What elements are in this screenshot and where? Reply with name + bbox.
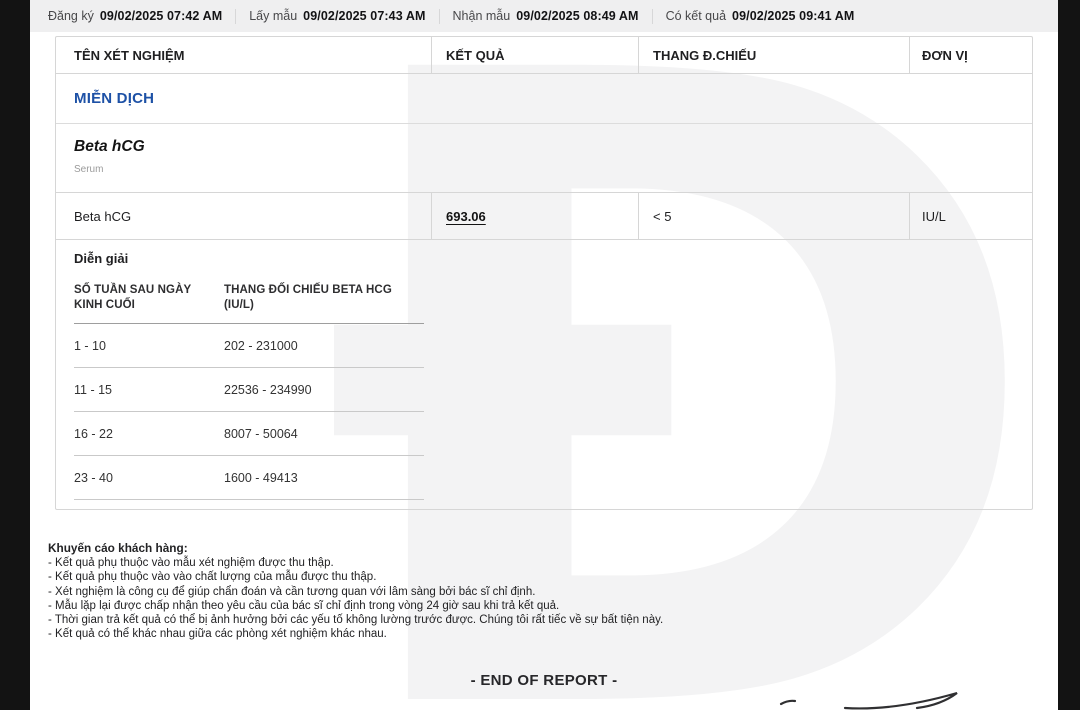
table-row: 11 - 15 22536 - 234990	[74, 368, 424, 412]
section-title: MIỄN DỊCH	[74, 90, 155, 107]
timestamp-value: 09/02/2025 07:43 AM	[303, 9, 426, 23]
table-row: 1 - 10 202 - 231000	[74, 324, 424, 368]
timestamp-label: Đăng ký	[48, 9, 94, 23]
specimen-type: Serum	[74, 164, 104, 175]
disclaimer-line: - Thời gian trả kết quả có thể bị ảnh hư…	[48, 614, 664, 627]
results-table: TÊN XÉT NGHIỆM KẾT QUẢ THANG Đ.CHIẾU ĐƠN…	[55, 36, 1033, 510]
reference-header-range: THANG ĐỐI CHIẾU BETA HCG (IU/L)	[224, 283, 424, 313]
divider	[235, 8, 237, 24]
range-cell: 202 - 231000	[224, 338, 298, 353]
timestamp-label: Có kết quả	[665, 9, 727, 23]
test-group-name: Beta hCG	[74, 138, 145, 155]
timestamp-registered: Đăng ký 09/02/2025 07:42 AM	[48, 9, 222, 23]
result-value-link[interactable]: 693.06	[446, 208, 486, 224]
reference-header-weeks-line1: SỐ TUẦN SAU NGÀY	[74, 284, 192, 296]
result-reference-range: < 5	[638, 193, 909, 239]
reference-table-header: SỐ TUẦN SAU NGÀY KINH CUỐI THANG ĐỐI CHI…	[74, 281, 424, 324]
report-page: Đ Đăng ký 09/02/2025 07:42 AM Lấy mẫu 09…	[30, 0, 1058, 710]
left-letterbox	[0, 0, 30, 710]
divider	[438, 8, 440, 24]
result-unit: IU/L	[909, 193, 1032, 239]
end-of-report: - END OF REPORT -	[470, 672, 618, 689]
timestamp-collected: Lấy mẫu 09/02/2025 07:43 AM	[249, 9, 425, 23]
interpretation-title: Diễn giải	[74, 251, 129, 266]
disclaimer: Khuyến cáo khách hàng: - Kết quả phụ thu…	[48, 541, 968, 641]
reference-header-weeks: SỐ TUẦN SAU NGÀY KINH CUỐI	[74, 283, 224, 313]
range-cell: 22536 - 234990	[224, 382, 312, 397]
range-cell: 8007 - 50064	[224, 426, 298, 441]
right-letterbox	[1058, 0, 1080, 710]
header-unit: ĐƠN VỊ	[909, 37, 1032, 73]
divider	[651, 8, 653, 24]
disclaimer-line: - Xét nghiệm là công cụ để giúp chẩn đoá…	[48, 585, 536, 598]
reference-header-range-line2: (IU/L)	[224, 299, 254, 311]
reference-header-weeks-line2: KINH CUỐI	[74, 299, 135, 311]
reference-table: SỐ TUẦN SAU NGÀY KINH CUỐI THANG ĐỐI CHI…	[74, 281, 424, 500]
reference-header-range-line1: THANG ĐỐI CHIẾU BETA HCG	[224, 284, 392, 296]
result-test-name: Beta hCG	[74, 208, 132, 224]
timestamp-received: Nhận mẫu 09/02/2025 08:49 AM	[453, 9, 639, 23]
result-row: Beta hCG 693.06 < 5 IU/L	[56, 192, 1032, 240]
disclaimer-line: - Kết quả phụ thuộc vào mẫu xét nghiệm đ…	[48, 557, 334, 570]
timestamps-bar: Đăng ký 09/02/2025 07:42 AM Lấy mẫu 09/0…	[30, 0, 1058, 32]
disclaimer-line: - Kết quả phụ thuộc vào vào chất lượng c…	[48, 571, 377, 584]
range-cell: 1600 - 49413	[224, 470, 298, 485]
table-row: 16 - 22 8007 - 50064	[74, 412, 424, 456]
weeks-cell: 1 - 10	[74, 338, 106, 353]
weeks-cell: 23 - 40	[74, 470, 113, 485]
header-result: KẾT QUẢ	[431, 37, 638, 73]
signature-stroke	[779, 691, 958, 710]
interpretation-block: Diễn giải SỐ TUẦN SAU NGÀY KINH CUỐI THA…	[56, 240, 1032, 500]
results-table-header: TÊN XÉT NGHIỆM KẾT QUẢ THANG Đ.CHIẾU ĐƠN…	[56, 37, 1032, 74]
header-reference-range: THANG Đ.CHIẾU	[638, 37, 909, 73]
timestamp-value: 09/02/2025 07:42 AM	[99, 9, 223, 23]
test-group: Beta hCG Serum	[56, 124, 1032, 192]
timestamp-resulted: Có kết quả 09/02/2025 09:41 AM	[666, 9, 855, 23]
timestamp-value: 09/02/2025 08:49 AM	[516, 9, 639, 23]
result-value-cell: 693.06	[431, 193, 638, 239]
timestamp-value: 09/02/2025 09:41 AM	[732, 9, 855, 23]
table-row: 23 - 40 1600 - 49413	[74, 456, 424, 500]
header-test-name: TÊN XÉT NGHIỆM	[74, 47, 185, 63]
lab-logo-watermark-icon: Đ	[320, 0, 1049, 710]
disclaimer-line: - Mẫu lặp lại được chấp nhận theo yêu cầ…	[48, 599, 560, 612]
disclaimer-title: Khuyến cáo khách hàng:	[48, 541, 188, 555]
timestamp-label: Lấy mẫu	[249, 9, 298, 23]
section-immunology: MIỄN DỊCH	[56, 74, 1032, 124]
timestamp-label: Nhận mẫu	[452, 9, 511, 23]
disclaimer-line: - Kết quả có thể khác nhau giữa các phòn…	[48, 628, 387, 641]
weeks-cell: 11 - 15	[74, 382, 112, 397]
weeks-cell: 16 - 22	[74, 426, 113, 441]
